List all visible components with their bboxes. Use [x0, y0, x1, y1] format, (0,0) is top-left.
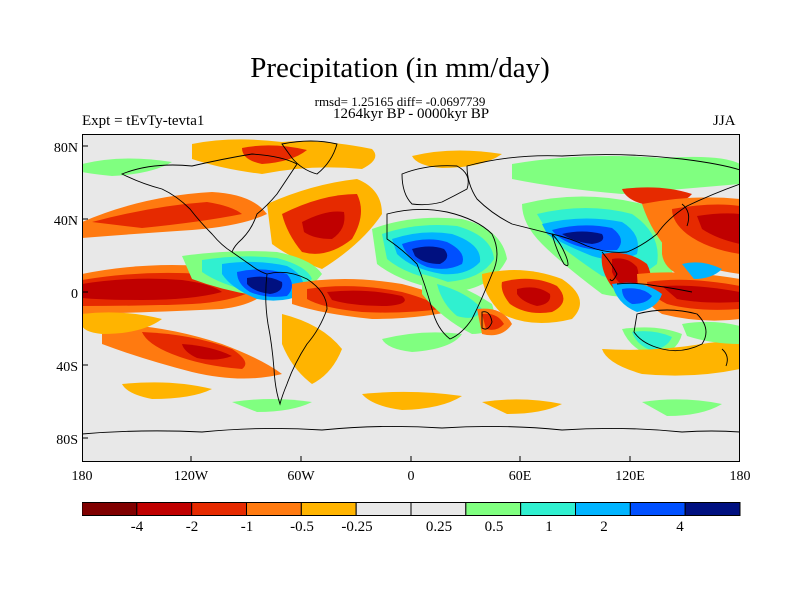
anomaly-tropical-atlantic-core: [327, 290, 405, 306]
anomaly-arctic-green: [82, 158, 172, 176]
coast-central-america: [231, 251, 268, 275]
lon-label-60e: 60E: [508, 469, 532, 484]
experiment-label: Expt = tEvTy-tevta1: [82, 113, 205, 129]
colorbar-label-3: -1: [240, 519, 254, 535]
anomaly-south-indian-ocean-green: [382, 332, 462, 352]
coast-india: [551, 233, 569, 267]
colorbar-box-3: [191, 502, 247, 516]
anomaly-southern-ocean-green: [232, 399, 312, 412]
anomaly-west-pacific-lightblue: [682, 262, 722, 279]
map-ticks: [82, 145, 631, 462]
coast-australia: [633, 309, 707, 352]
coast-asia: [466, 154, 740, 253]
coast-indonesia: [616, 282, 693, 293]
anomaly-south-indian-ocean-orange: [602, 341, 740, 376]
colorbar-label-8: 1: [545, 519, 553, 535]
colorbar-label-10: 4: [676, 519, 684, 535]
anomaly-north-atlantic-core: [302, 211, 345, 239]
anomaly-sahel-core: [412, 246, 448, 264]
anomaly-antarctic-green: [642, 399, 722, 416]
anomaly-south-atlantic-orange: [282, 314, 342, 384]
period-label: 1264kyr BP - 0000kyr BP: [332, 106, 490, 122]
anomaly-indian-ocean-core: [517, 287, 551, 306]
anomaly-southern-ocean-orange: [122, 382, 212, 399]
anomaly-asia-monsoon-core: [562, 231, 604, 244]
coast-africa: [386, 209, 498, 340]
lat-label-80n: 80N: [53, 141, 78, 156]
anomaly-weddell-orange: [362, 391, 462, 410]
colorbar-label-2: -2: [185, 519, 199, 535]
colorbar-label-6: 0.25: [425, 519, 453, 535]
lat-label-40n: 40N: [53, 214, 78, 229]
coast-antarctica: [82, 425, 740, 435]
lon-label-120w: 120W: [173, 469, 209, 484]
colorbar-box-1: [82, 502, 138, 516]
colorbar-label-9: 2: [600, 519, 608, 535]
lon-label-180e: 180: [729, 469, 751, 484]
precipitation-map: [82, 134, 740, 462]
colorbar-box-11: [629, 502, 686, 516]
colorbar-box-10: [575, 502, 631, 516]
coast-greenland: [281, 140, 338, 175]
anomaly-east-africa-cyan: [437, 284, 482, 318]
colorbar-box-9: [520, 502, 577, 516]
anomaly-equatorial-pacific-core: [82, 278, 222, 300]
coast-japan: [681, 203, 690, 227]
colorbar-box-2: [136, 502, 193, 516]
anomaly-southeast-asia-core: [612, 258, 639, 289]
coast-new-zealand: [721, 348, 728, 367]
colorbar-label-4: -0.5: [290, 519, 314, 535]
colorbar-label-7: 0.5: [484, 519, 504, 535]
coast-southeast-asia: [601, 251, 618, 282]
colorbar-label-5: -0.25: [341, 519, 373, 535]
anomaly-north-pacific-red: [92, 202, 242, 228]
coastlines: [82, 140, 740, 435]
colorbar: [82, 502, 741, 516]
coast-europe: [401, 165, 469, 206]
anomaly-australia-cyan: [632, 331, 672, 350]
anomaly-west-pacific-core: [697, 213, 740, 244]
anomaly-siberia-orange: [412, 150, 502, 168]
colorbar-box-5: [300, 502, 357, 516]
anomaly-south-pacific-green: [682, 321, 740, 344]
lon-label-180w: 180: [71, 469, 93, 484]
map-title: Precipitation (in mm/day): [250, 52, 550, 84]
anomaly-amazon-core: [247, 276, 283, 294]
anomaly-south-pacific-core: [182, 344, 232, 360]
lat-label-40s: 40S: [56, 360, 78, 375]
season-label: JJA: [713, 113, 736, 129]
anomaly-madagascar-red: [482, 313, 504, 330]
anomaly-southern-ocean-orange-2: [482, 399, 562, 414]
lat-label-eq: 0: [71, 287, 78, 302]
lon-label-60w: 60W: [287, 469, 315, 484]
stats-line: rmsd= 1.25165 diff= -0.0697739: [314, 94, 486, 109]
colorbar-box-4: [246, 502, 302, 516]
coast-south-america: [265, 271, 328, 406]
lat-label-80s: 80S: [56, 433, 78, 448]
colorbar-label-1: -4: [130, 519, 144, 535]
anomaly-southeast-pacific-orange: [82, 312, 162, 334]
colorbar-box-6: [355, 502, 412, 516]
anomaly-indonesia-blue: [622, 288, 652, 304]
lon-label-120e: 120E: [615, 469, 645, 484]
coast-madagascar: [481, 311, 493, 330]
lon-label-0: 0: [407, 469, 415, 484]
colorbar-box-12: [684, 502, 741, 516]
colorbar-box-7: [410, 502, 467, 516]
coast-north-america: [120, 153, 298, 253]
anomaly-eurasia-green: [512, 156, 740, 194]
anomaly-arctic-red: [242, 145, 307, 164]
colorbar-box-8: [465, 502, 522, 516]
